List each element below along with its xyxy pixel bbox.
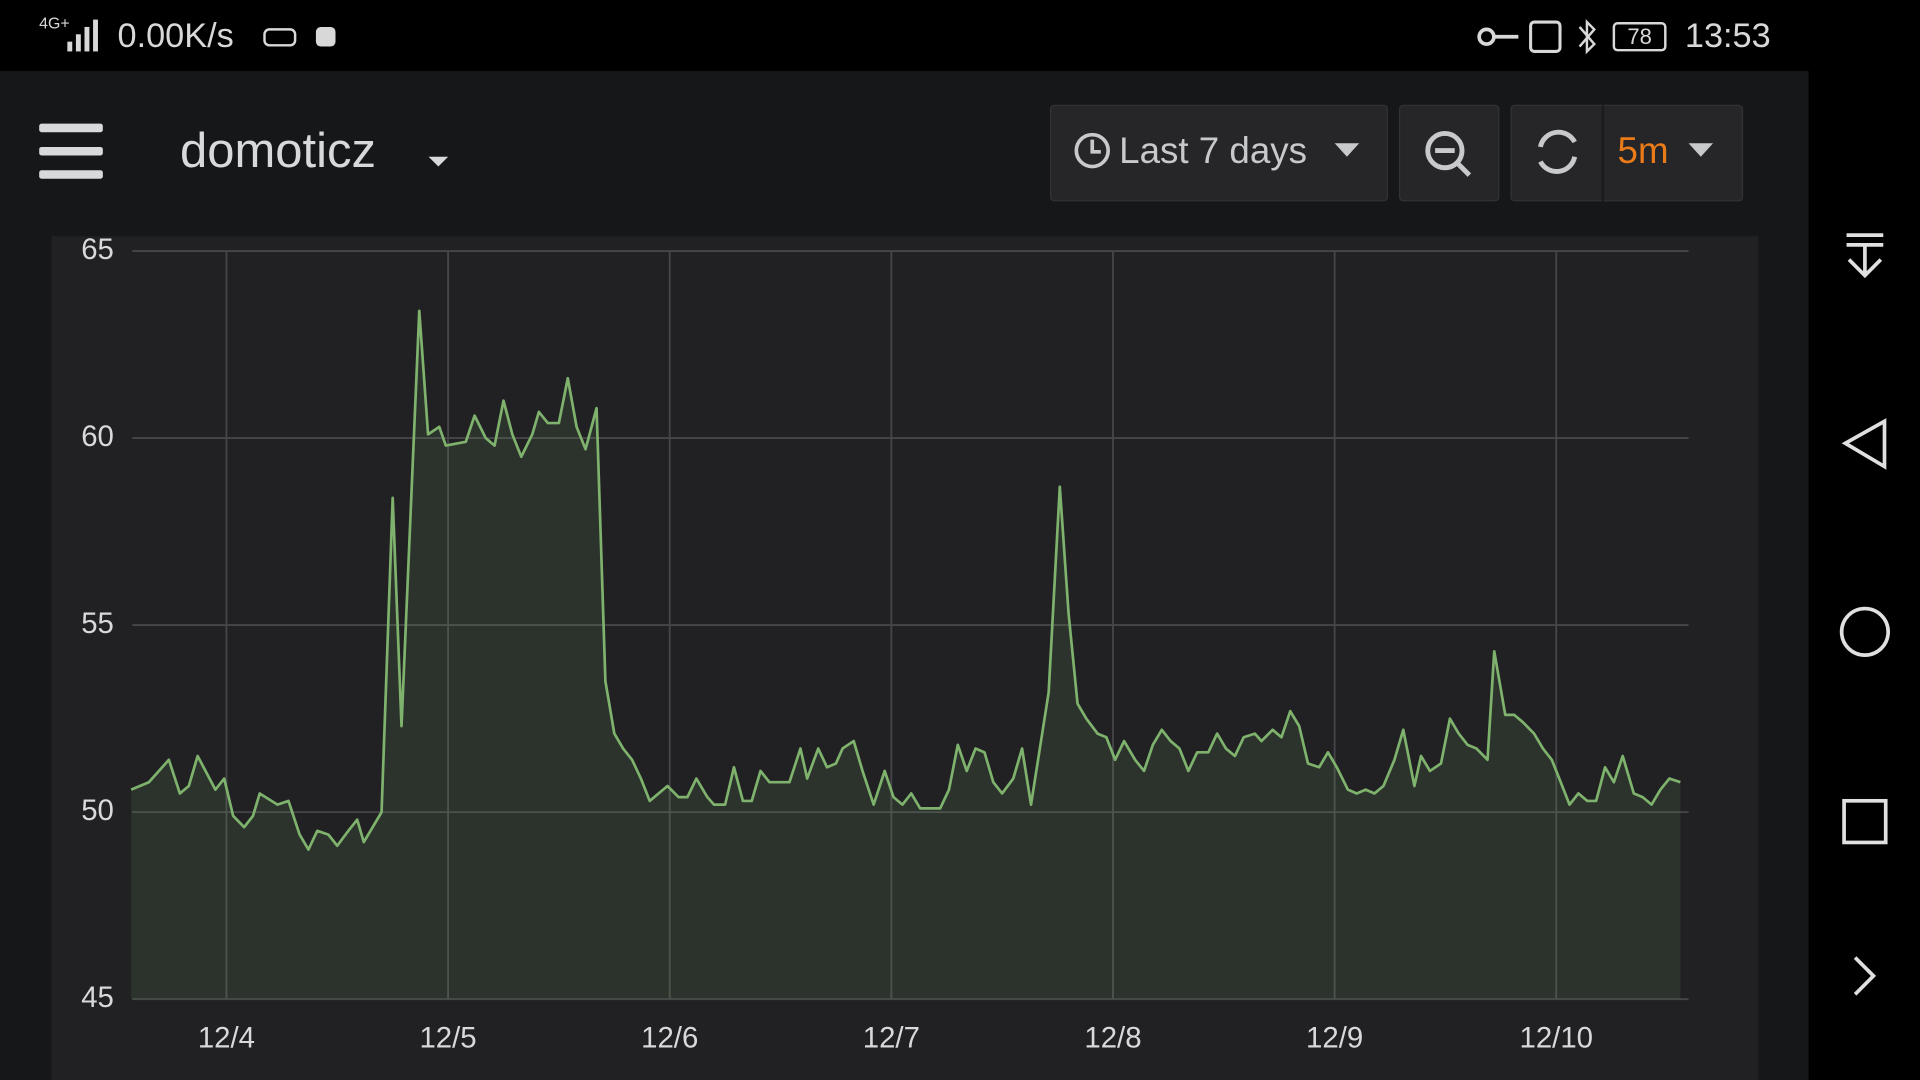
back-button[interactable] [1841,418,1887,470]
x-tick-label: 12/6 [641,1021,698,1054]
zoom-out-icon [1425,131,1472,177]
clock: 13:53 [1685,17,1771,55]
time-range: Last 7 days [1119,130,1307,171]
nfc-icon [1529,20,1562,53]
network-type: 4G+ [39,16,70,33]
plot: 45 50 55 60 65 12/4 12/5 12/6 12/7 12/8 12/9 12/10 [81,233,1689,1054]
line [130,309,1681,851]
refresh-button[interactable] [1510,104,1744,202]
nav-bar [1839,233,1890,996]
y-tick-label: 55 [81,607,114,640]
x-tick-label: 12/10 [1519,1021,1593,1054]
dashboard-caret [428,156,449,167]
expand-button[interactable] [1853,956,1877,996]
y-tick-label: 45 [81,981,114,1014]
refresh-interval[interactable]: 5m [1618,130,1669,171]
bluetooth-icon [1578,19,1596,55]
signal-icon [67,19,98,52]
recents-button[interactable] [1842,798,1888,845]
x-tick-label: 12/9 [1306,1021,1363,1054]
android-icon [315,26,336,47]
y-tick-label: 60 [81,420,114,453]
x-tick-label: 12/8 [1084,1021,1141,1054]
clock-icon [1074,132,1110,169]
menu-button[interactable] [39,123,103,179]
area [131,310,1681,1000]
notification-button[interactable] [1846,233,1884,279]
x-tick-label: 12/5 [419,1021,476,1054]
network-speed: 0.00K/s [118,17,234,55]
home-button[interactable] [1839,606,1890,657]
battery-icon [1612,22,1667,52]
x-tick-label: 12/4 [198,1021,255,1054]
panel [51,236,1759,1080]
x-tick-label: 12/7 [863,1021,920,1054]
y-tick-label: 50 [81,794,114,827]
key-icon [1477,27,1519,46]
time-range-caret [1334,143,1360,157]
battery-level: 78 [1627,24,1652,49]
usb-icon [263,28,297,47]
refresh-icon [1538,129,1578,174]
dashboard-title[interactable]: domoticz [180,124,376,178]
refresh-caret [1688,143,1714,157]
time-range-button[interactable] [1050,104,1388,202]
y-tick-label: 65 [81,233,114,266]
